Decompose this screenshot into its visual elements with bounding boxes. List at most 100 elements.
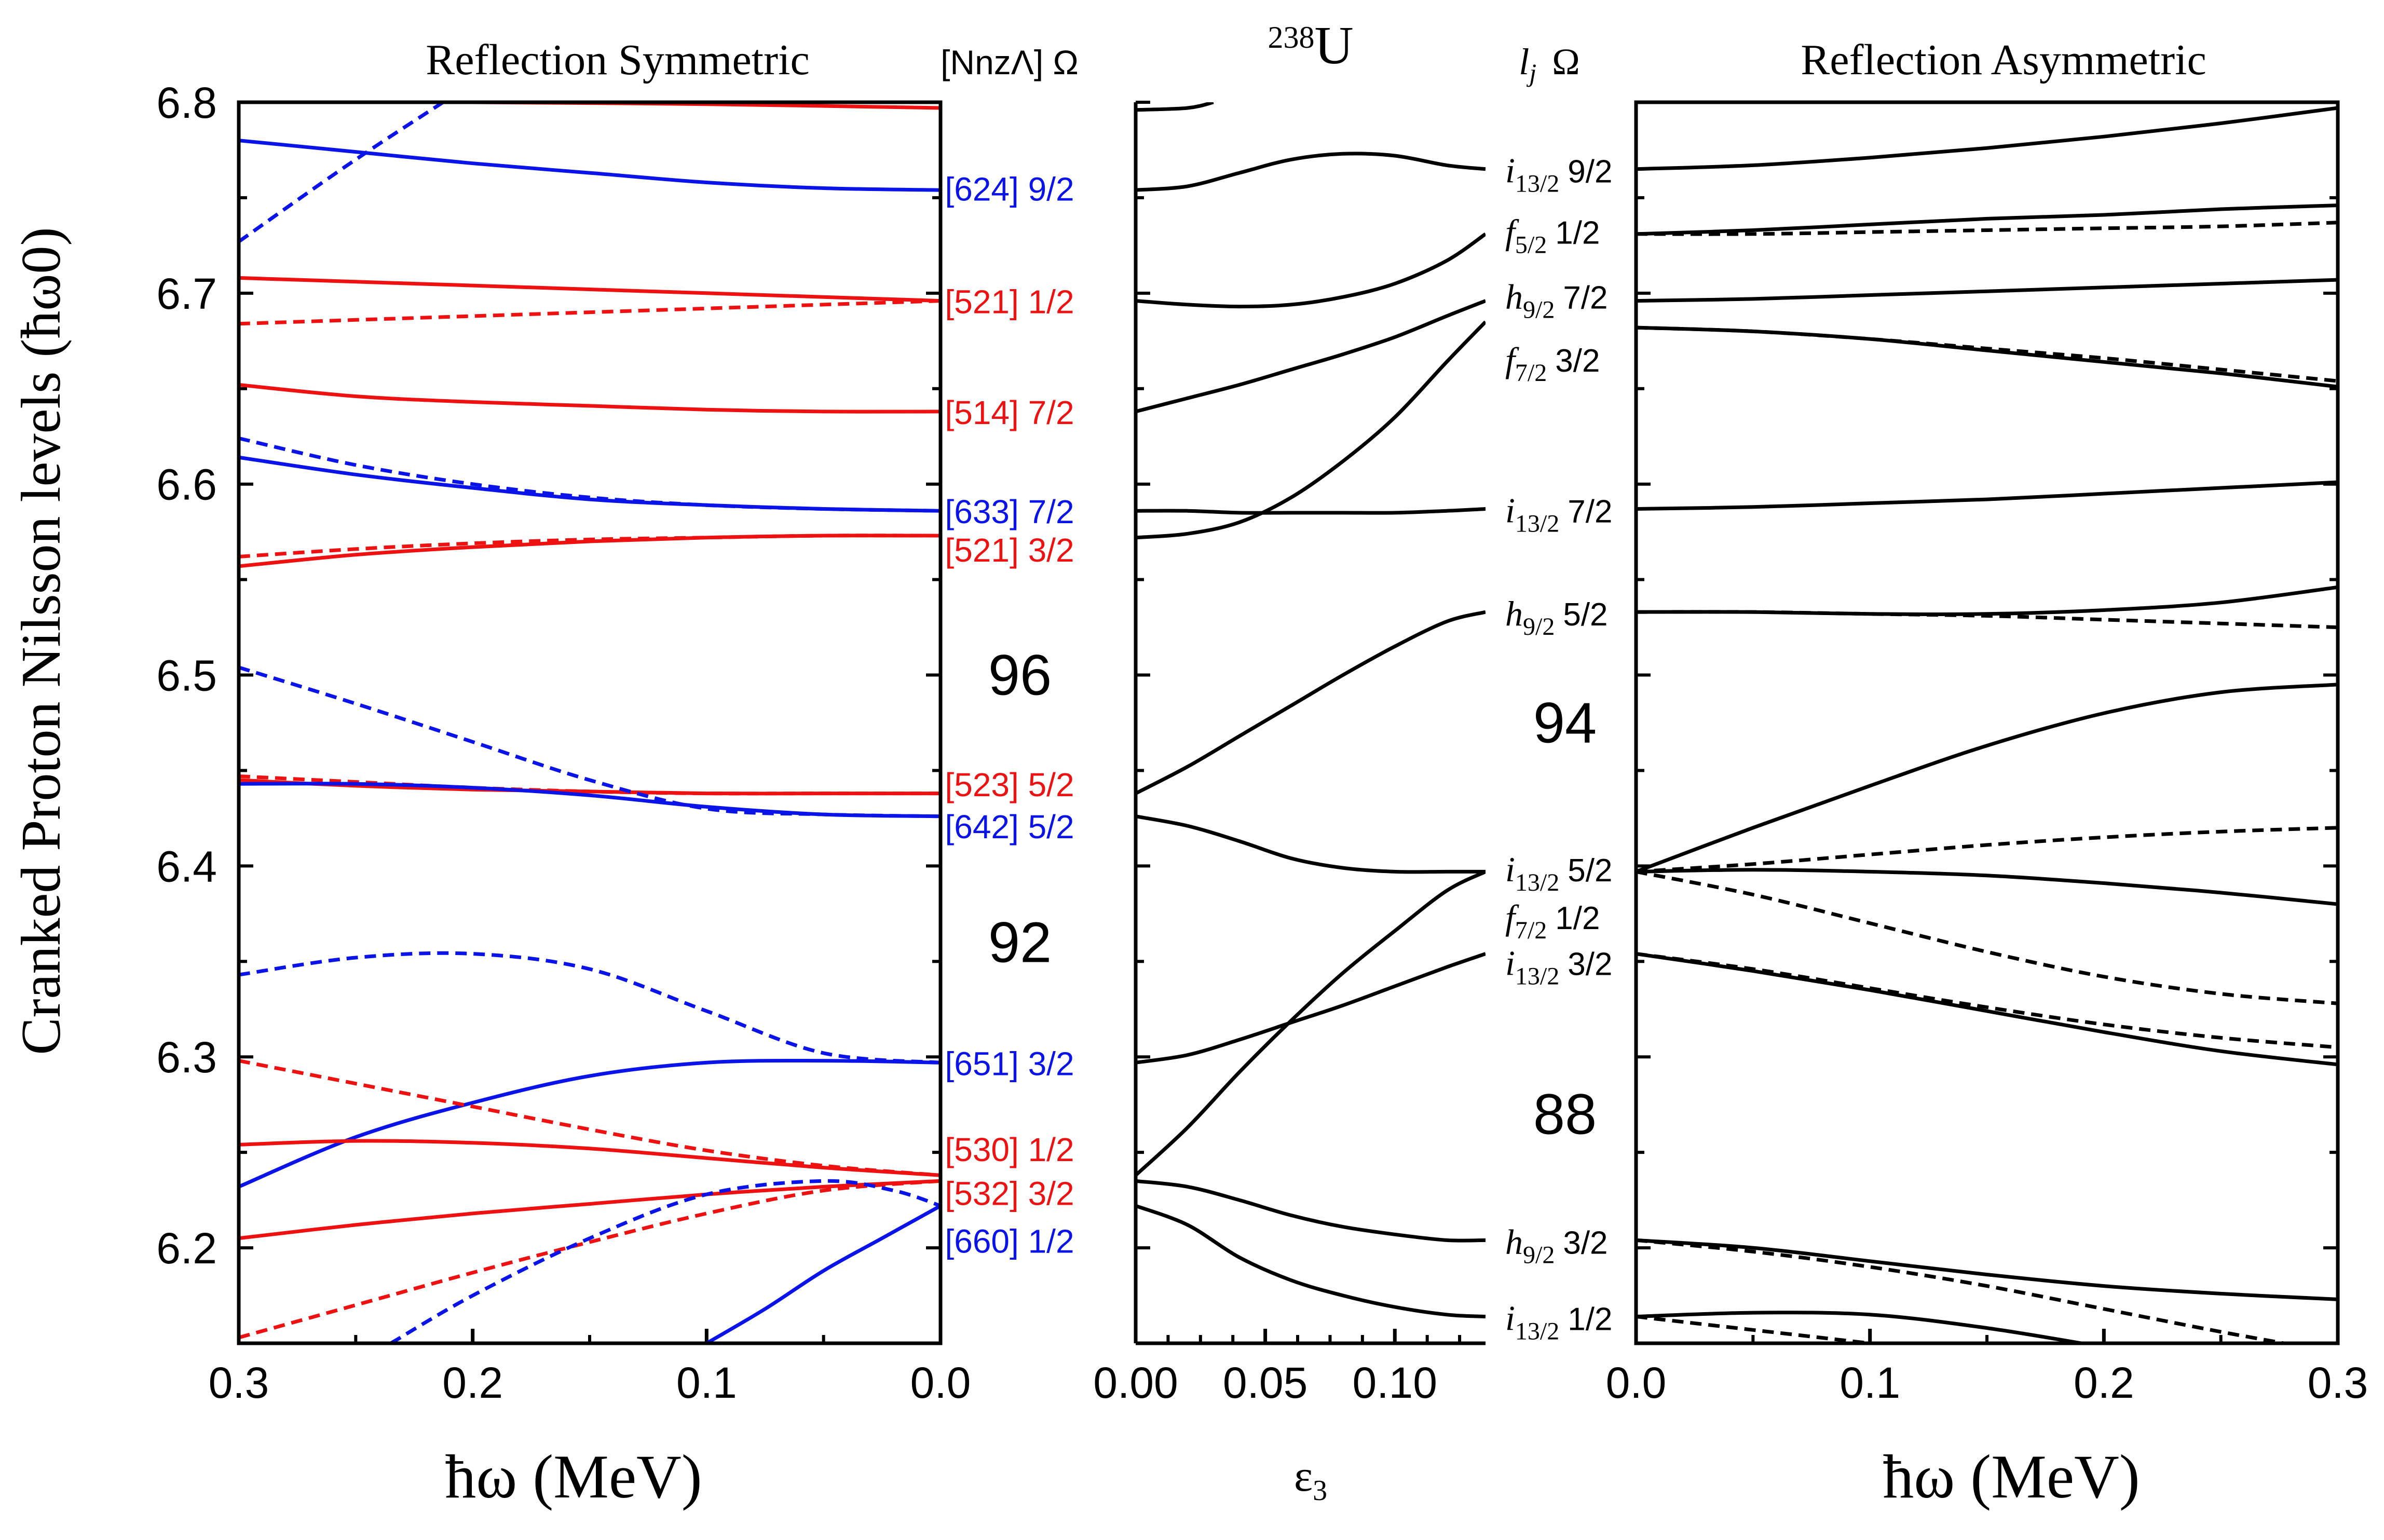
x-tick-label-symmetric-0-2: 0.2 xyxy=(442,1358,503,1407)
lj-omega: 3/2 xyxy=(1555,343,1600,379)
x-tick-label-symmetric-0-3: 0.3 xyxy=(209,1358,269,1407)
nilsson-label-514-7-2: [514] 7/2 xyxy=(945,394,1074,431)
series-asymmetric-13-f7-2-1-2-b xyxy=(1636,869,2338,1005)
x-tick-label-asymmetric-0-2: 0.2 xyxy=(2074,1358,2134,1407)
series-symmetric-1-624-9-2-solid xyxy=(239,139,941,192)
magic-number-92: 92 xyxy=(988,911,1052,975)
series-asymmetric-7-i13-2-7-2 xyxy=(1636,480,2338,511)
lj-subscript: 9/2 xyxy=(1523,296,1555,324)
lj-subscript: 9/2 xyxy=(1523,613,1555,640)
lj-label-i-13-2-7-2: i13/2 7/2 xyxy=(1505,491,1612,538)
y-tick-label-6-5: 6.5 xyxy=(156,651,217,700)
lj-omega: 1/2 xyxy=(1568,1302,1612,1338)
nilsson-label-532-3-2: [532] 3/2 xyxy=(945,1175,1074,1212)
series-octupole-9-i13-2-3-2 xyxy=(1136,952,1486,1065)
y-axis-label: Cranked Proton Nilsson levels (ħω0) xyxy=(10,227,72,1055)
plot-frame-asymmetric xyxy=(1634,100,2340,1345)
series-symmetric-17-530-1-2-solid xyxy=(239,1139,941,1177)
x-axis-label-asymmetric: ħω (MeV) xyxy=(1883,1442,2140,1511)
nilsson-label-660-1-2: [660] 1/2 xyxy=(945,1222,1074,1260)
curves-asymmetric xyxy=(1636,106,2338,1343)
plot-panel-octupole: 0.00 0.05 0.10 xyxy=(1093,101,1486,1407)
series-asymmetric-14-i13-2-3-2-a xyxy=(1636,952,2338,1067)
series-asymmetric-6-f7-2-3-2-b xyxy=(1636,325,2338,383)
curves-octupole xyxy=(1136,102,1486,1318)
series-symmetric-10-521-3-2-dashed xyxy=(239,534,941,558)
series-octupole-12-i13-2-1-2 xyxy=(1136,1204,1486,1318)
series-symmetric-15-651-3-2-solid xyxy=(239,1058,941,1189)
series-symmetric-18-530-1-2-dashed xyxy=(239,1059,941,1177)
y-tick-label-6-8: 6.8 xyxy=(156,78,217,127)
nilsson-label-642-5-2: [642] 5/2 xyxy=(945,808,1074,846)
lj-letter: i xyxy=(1505,491,1515,530)
y-tick-label-6-6: 6.6 xyxy=(156,460,217,509)
series-symmetric-21-660-1-2-dashed xyxy=(390,1179,941,1343)
lj-omega: 3/2 xyxy=(1563,1225,1608,1261)
lj-omega: 5/2 xyxy=(1568,853,1612,889)
epsilon-subscript: 3 xyxy=(1313,1475,1327,1507)
series-asymmetric-15-i13-2-3-2-b xyxy=(1636,952,2338,1050)
lj-letter: i xyxy=(1505,1299,1515,1338)
lj-label-h-9-2-7-2: h9/2 7/2 xyxy=(1505,277,1608,324)
lj-subscript: 13/2 xyxy=(1515,1318,1559,1345)
x-tick-label-asymmetric-0-0: 0.0 xyxy=(1606,1358,1667,1407)
lj-subscript: 5/2 xyxy=(1515,231,1547,258)
series-symmetric-5-521-1-2-dashed xyxy=(239,299,941,326)
x-tick-label-symmetric-0-0: 0.0 xyxy=(910,1358,971,1407)
series-asymmetric-18-i13-2-1-2-a xyxy=(1636,1311,2092,1343)
magic-number-88: 88 xyxy=(1533,1083,1597,1147)
nilsson-label-521-1-2: [521] 1/2 xyxy=(945,283,1074,321)
series-asymmetric-16-h9-2-3-2-a xyxy=(1636,1238,2338,1301)
lj-subscript: 13/2 xyxy=(1515,869,1559,896)
series-symmetric-8-633-7-2-dashed xyxy=(239,436,941,513)
lj-letter: h xyxy=(1505,277,1523,317)
series-asymmetric-9-h9-2-5-2-b xyxy=(1636,610,2338,630)
series-asymmetric-11-i13-2-5-2-b xyxy=(1636,826,2338,874)
panel-title-nucleus: 238U xyxy=(1268,16,1353,75)
series-octupole-1-top xyxy=(1136,102,1214,112)
x-tick-label-octupole-0-10: 0.10 xyxy=(1353,1358,1438,1407)
nilsson-label-header: [NnzΛ] Ω xyxy=(941,43,1079,81)
magic-number-94: 94 xyxy=(1533,691,1597,755)
series-symmetric-4-521-1-2-solid xyxy=(239,276,941,303)
series-symmetric-12-523-5-2-dashed xyxy=(239,774,941,796)
lj-label-h-9-2-3-2: h9/2 3/2 xyxy=(1505,1222,1608,1269)
series-octupole-10-f7-2-1-2 xyxy=(1136,870,1486,1177)
lj-omega: 1/2 xyxy=(1555,215,1600,251)
series-octupole-2-i13-2-9-2 xyxy=(1136,152,1486,192)
x-tick-label-octupole-0-05: 0.05 xyxy=(1223,1358,1308,1407)
lj-letter: h xyxy=(1505,594,1523,633)
series-symmetric-19-532-3-2-solid xyxy=(239,1179,941,1241)
series-asymmetric-2-f5-2-1-2-a xyxy=(1636,203,2338,236)
series-asymmetric-5-f7-2-3-2-a xyxy=(1636,325,2338,389)
lj-header-l: l xyxy=(1519,41,1529,83)
nucleus-symbol: U xyxy=(1314,16,1353,75)
series-octupole-8-i13-2-5-2 xyxy=(1136,814,1486,874)
curves-symmetric xyxy=(239,102,941,1343)
series-asymmetric-10-i13-2-5-2-a xyxy=(1636,683,2338,874)
lj-subscript: 7/2 xyxy=(1515,917,1547,944)
lj-label-f-7-2-1-2: f7/2 1/2 xyxy=(1505,897,1600,944)
series-symmetric-16-651-3-2-dashed xyxy=(239,951,941,1065)
lj-letter: i xyxy=(1505,943,1515,983)
y-tick-label-6-7: 6.7 xyxy=(156,269,217,318)
lj-omega: 1/2 xyxy=(1555,901,1600,936)
series-octupole-11-h9-2-3-2 xyxy=(1136,1179,1486,1243)
nilsson-label-523-5-2: [523] 5/2 xyxy=(945,766,1074,803)
lj-subscript: 13/2 xyxy=(1515,510,1559,538)
y-tick-label-6-2: 6.2 xyxy=(156,1224,217,1273)
x-tick-label-symmetric-0-1: 0.1 xyxy=(676,1358,737,1407)
y-tick-label-6-3: 6.3 xyxy=(156,1033,217,1082)
lj-omega-header: lj Ω xyxy=(1519,41,1579,87)
series-symmetric-14-642-5-2-dashed xyxy=(239,665,941,819)
x-axis-label-octupole: ε3 xyxy=(1294,1451,1327,1507)
lj-label-h-9-2-5-2: h9/2 5/2 xyxy=(1505,594,1608,640)
nilsson-label-521-3-2: [521] 3/2 xyxy=(945,531,1074,569)
lj-omega: 5/2 xyxy=(1563,597,1608,633)
plot-frame-symmetric xyxy=(237,100,943,1345)
lj-omega: 3/2 xyxy=(1568,946,1612,982)
series-symmetric-7-633-7-2-solid xyxy=(239,455,941,513)
lj-label-f-5-2-1-2: f5/2 1/2 xyxy=(1505,212,1600,258)
nilsson-label-530-1-2: [530] 1/2 xyxy=(945,1131,1074,1168)
